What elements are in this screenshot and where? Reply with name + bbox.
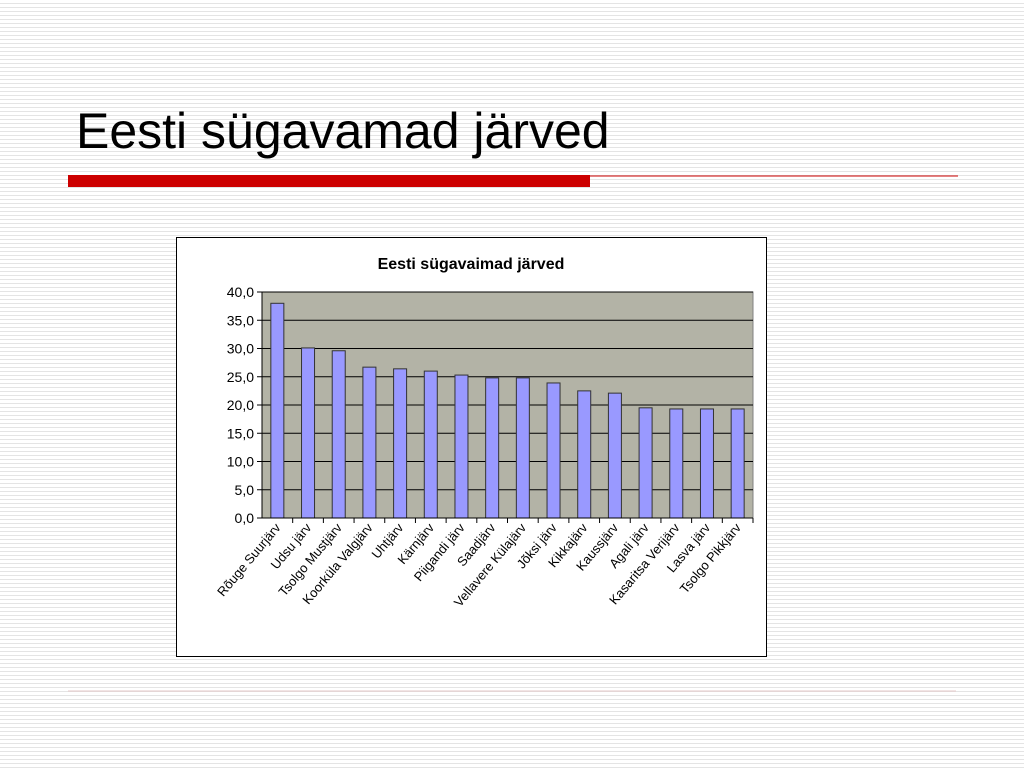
bar — [546, 382, 561, 519]
y-tick-label: 20,0 — [227, 397, 254, 413]
bar — [301, 347, 316, 519]
bar — [638, 407, 653, 519]
bar — [515, 377, 530, 519]
slide-title: Eesti sügavamad järved — [76, 103, 610, 159]
bar — [485, 377, 500, 519]
y-tick-label: 5,0 — [235, 482, 255, 498]
bar — [577, 390, 592, 519]
bar — [393, 368, 408, 519]
bar — [331, 350, 346, 519]
y-tick-label: 15,0 — [227, 425, 254, 441]
bar — [270, 302, 285, 519]
chart: Eesti sügavaimad järved 0,0 5,0 10,0 15,0 20… — [176, 237, 767, 657]
bar — [454, 374, 469, 519]
bar — [607, 392, 622, 519]
y-tick-label: 25,0 — [227, 369, 254, 385]
bar — [730, 408, 745, 519]
y-tick-label: 35,0 — [227, 312, 254, 328]
y-tick-label: 40,0 — [227, 284, 254, 300]
bar — [699, 408, 714, 519]
y-tick-label: 10,0 — [227, 454, 254, 470]
bar — [362, 366, 377, 519]
bar — [423, 370, 438, 519]
title-underline — [68, 175, 590, 187]
bar — [669, 408, 684, 519]
y-tick-label: 30,0 — [227, 341, 254, 357]
y-tick-label: 0,0 — [235, 510, 255, 526]
chart-title: Eesti sügavaimad järved — [378, 256, 565, 273]
